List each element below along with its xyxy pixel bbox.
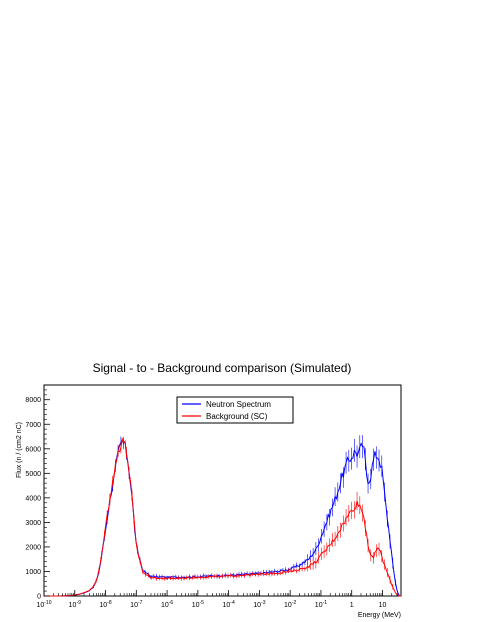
x-tick-base-8: 10 bbox=[284, 602, 292, 609]
y-tick-label-5: 5000 bbox=[25, 471, 41, 478]
y-tick-label-6: 6000 bbox=[25, 446, 41, 453]
x-tick-label-0: 10-10 bbox=[36, 600, 51, 609]
x-tick-exp-5: -5 bbox=[200, 600, 205, 606]
x-tick-base-7: 10 bbox=[253, 602, 261, 609]
x-tick-label-1: 10-9 bbox=[69, 600, 81, 609]
x-tick-exp-7: -3 bbox=[261, 600, 266, 606]
x-tick-exp-8: -2 bbox=[292, 600, 297, 606]
x-tick-base-4: 10 bbox=[161, 602, 169, 609]
x-tick-label-3: 10-7 bbox=[130, 600, 142, 609]
x-tick-exp-9: -1 bbox=[323, 600, 328, 606]
y-tick-label-7: 7000 bbox=[25, 422, 41, 429]
x-tick-exp-0: -10 bbox=[44, 600, 51, 606]
x-tick-label-2: 10-8 bbox=[99, 600, 111, 609]
series-line-1 bbox=[44, 437, 401, 597]
x-tick-base-2: 10 bbox=[99, 602, 107, 609]
x-tick-label-5: 10-5 bbox=[192, 600, 204, 609]
x-tick-exp-6: -4 bbox=[230, 600, 235, 606]
x-tick-base-1: 10 bbox=[69, 602, 77, 609]
x-tick-base-11: 10 bbox=[379, 602, 387, 609]
x-tick-label-4: 10-6 bbox=[161, 600, 173, 609]
x-tick-label-6: 10-4 bbox=[222, 600, 234, 609]
legend-label-background: Background (SC) bbox=[206, 412, 268, 421]
x-tick-label-11: 10 bbox=[379, 602, 387, 609]
legend-box bbox=[176, 396, 294, 424]
x-tick-label-10: 1 bbox=[350, 602, 354, 609]
x-tick-label-7: 10-3 bbox=[253, 600, 265, 609]
legend-label-neutron-spectrum: Neutron Spectrum bbox=[206, 400, 271, 409]
x-tick-base-3: 10 bbox=[130, 602, 138, 609]
legend: Neutron Spectrum Background (SC) bbox=[176, 396, 294, 424]
x-tick-label-8: 10-2 bbox=[284, 600, 296, 609]
x-tick-exp-2: -8 bbox=[107, 600, 112, 606]
x-tick-base-0: 10 bbox=[36, 602, 44, 609]
x-tick-label-9: 10-1 bbox=[315, 600, 327, 609]
y-tick-label-3: 3000 bbox=[25, 520, 41, 527]
y-tick-label-2: 2000 bbox=[25, 544, 41, 551]
y-tick-label-1: 1000 bbox=[25, 569, 41, 576]
series-layer bbox=[44, 435, 401, 597]
x-tick-exp-1: -9 bbox=[76, 600, 81, 606]
plot-frame bbox=[43, 384, 402, 597]
y-axis-label: Flux (n / (cm2 nC) bbox=[16, 422, 23, 478]
x-tick-exp-3: -7 bbox=[138, 600, 143, 606]
y-tick-label-0: 0 bbox=[37, 594, 41, 601]
y-tick-label-8: 8000 bbox=[25, 397, 41, 404]
y-tick-label-4: 4000 bbox=[25, 495, 41, 502]
x-tick-exp-4: -6 bbox=[169, 600, 174, 606]
x-axis-label: Energy (MeV) bbox=[358, 612, 401, 619]
x-tick-base-9: 10 bbox=[315, 602, 323, 609]
series-1 bbox=[44, 436, 401, 597]
x-tick-base-6: 10 bbox=[222, 602, 230, 609]
chart-title: Signal - to - Background comparison (Sim… bbox=[93, 361, 352, 375]
x-tick-base-5: 10 bbox=[192, 602, 200, 609]
x-tick-base-10: 1 bbox=[350, 602, 354, 609]
